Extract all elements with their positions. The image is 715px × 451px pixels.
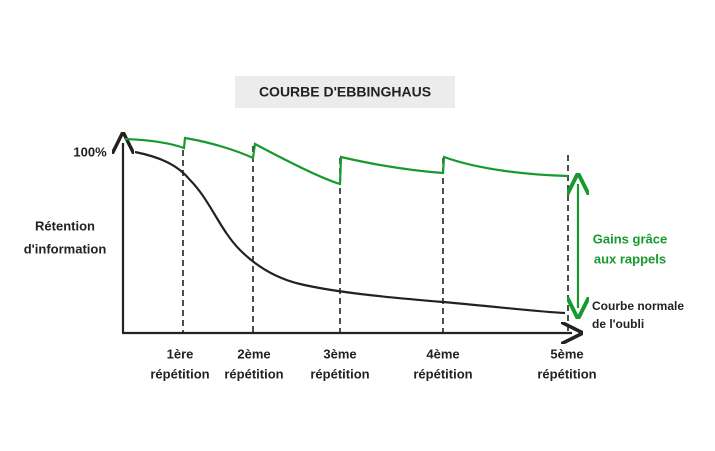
repetition-label: 5ème (550, 346, 583, 361)
repetition-label: répétition (537, 366, 596, 381)
title: COURBE D'EBBINGHAUS (259, 84, 431, 100)
y-axis-label: d'information (24, 241, 107, 256)
gain-label: aux rappels (594, 251, 666, 266)
repetition-label: répétition (310, 366, 369, 381)
repetition-label: 3ème (323, 346, 356, 361)
forgetting-curve (134, 150, 566, 315)
repetition-label: 4ème (426, 346, 459, 361)
repetition-label: répétition (150, 366, 209, 381)
y-axis-label: Rétention (35, 218, 95, 233)
title-box (235, 76, 455, 108)
normal-curve-label: Courbe normale (592, 299, 684, 313)
repetition-label: répétition (413, 366, 472, 381)
repetition-labels: 1ère répétition 2ème répétition 3ème rép… (150, 346, 596, 381)
repetition-lines (182, 146, 569, 333)
curve-with-reminders (124, 136, 569, 186)
repetition-label: répétition (224, 366, 283, 381)
normal-curve-label: de l'oubli (592, 317, 644, 331)
repetition-label: 2ème (237, 346, 270, 361)
repetition-label: 1ère (167, 346, 194, 361)
y-top-label: 100% (73, 144, 107, 159)
gain-label: Gains grâce (593, 231, 667, 246)
